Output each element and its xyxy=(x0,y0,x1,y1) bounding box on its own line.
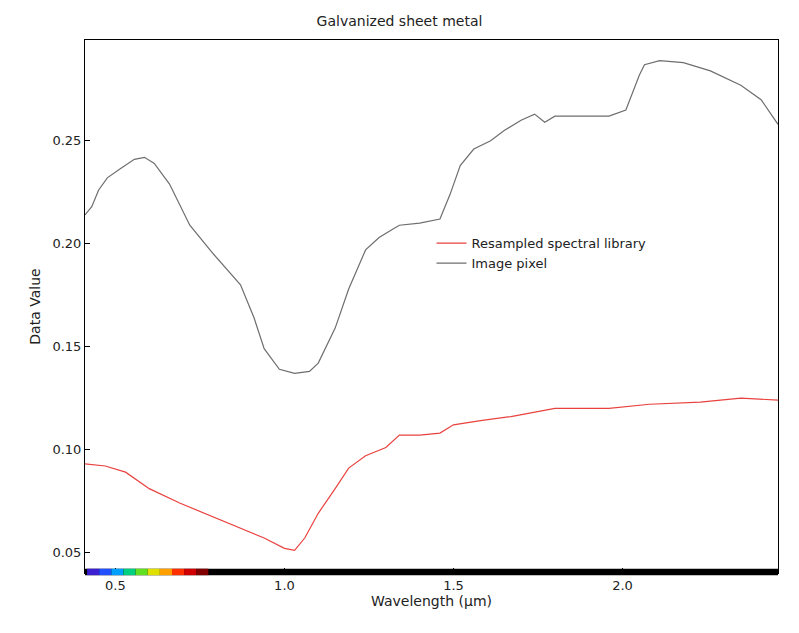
svg-text:Galvanized sheet metal: Galvanized sheet metal xyxy=(317,13,483,29)
svg-text:1.0: 1.0 xyxy=(274,578,295,593)
svg-text:0.25: 0.25 xyxy=(52,133,81,148)
svg-text:1.5: 1.5 xyxy=(443,578,464,593)
svg-text:Image pixel: Image pixel xyxy=(472,256,548,271)
svg-text:0.5: 0.5 xyxy=(105,578,126,593)
svg-text:0.05: 0.05 xyxy=(52,545,81,560)
svg-text:0.10: 0.10 xyxy=(52,442,81,457)
svg-text:Resampled spectral library: Resampled spectral library xyxy=(472,236,647,251)
svg-text:Data Value: Data Value xyxy=(27,268,43,344)
svg-text:2.0: 2.0 xyxy=(612,578,633,593)
svg-text:0.15: 0.15 xyxy=(52,339,81,354)
svg-text:0.20: 0.20 xyxy=(52,236,81,251)
svg-text:Wavelength (µm): Wavelength (µm) xyxy=(371,593,492,609)
